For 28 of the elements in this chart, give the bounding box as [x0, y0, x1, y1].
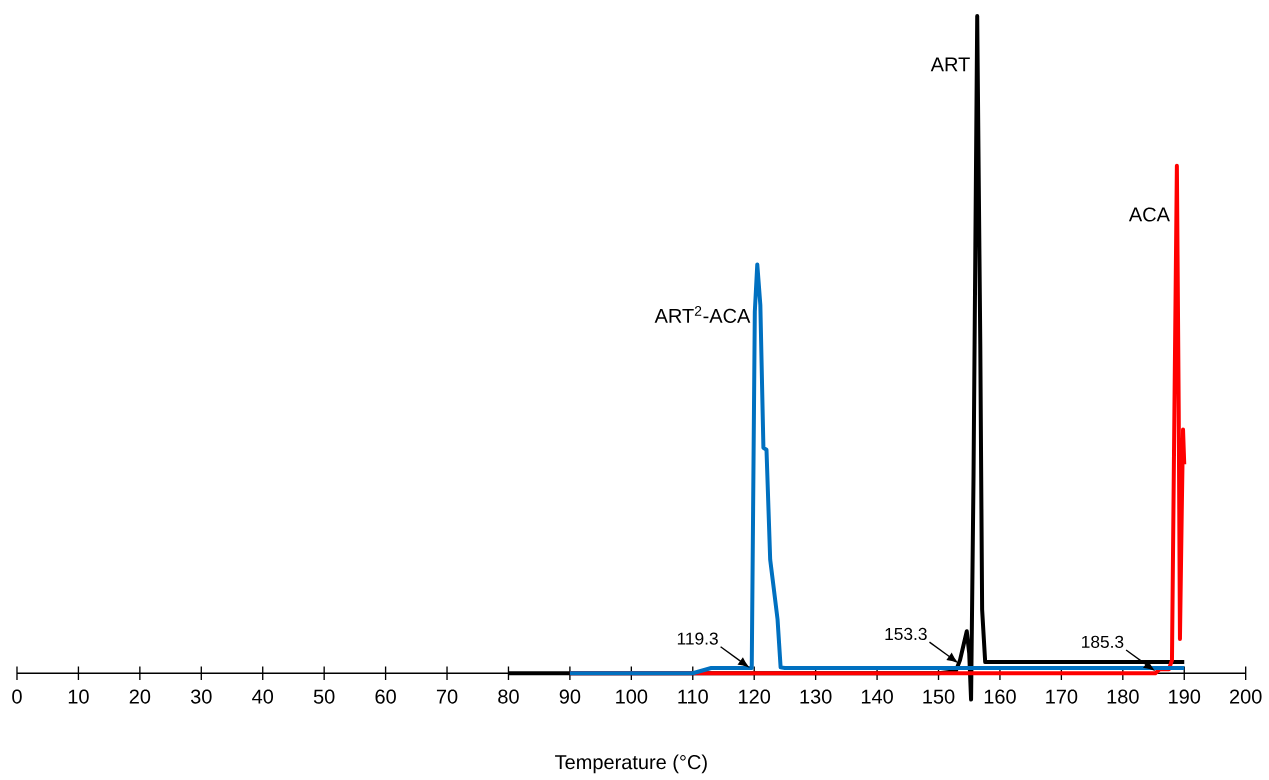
x-tick-label: 120 [739, 689, 771, 704]
x-tick-label: 80 [498, 689, 519, 704]
x-tick-label: 90 [559, 689, 581, 704]
x-tick-label: 50 [313, 689, 335, 704]
x-tick-label: 30 [190, 689, 212, 704]
x-tick-label: 40 [252, 689, 274, 704]
x-tick-label: 20 [129, 689, 151, 704]
annotation: 185.3 [1082, 635, 1124, 649]
series-label: ART$^{2}$-ACA [654, 306, 751, 323]
x-tick-label: 110 [678, 689, 708, 704]
x-tick-label: 140 [861, 689, 893, 704]
x-tick-label: 70 [436, 689, 458, 704]
series-label: ART [930, 57, 970, 72]
x-tick-label: 190 [1169, 689, 1201, 704]
series-label: ACA [1128, 207, 1170, 222]
x-tick-label: 180 [1107, 689, 1139, 704]
x-tick-label: 130 [800, 689, 832, 704]
x-tick-label: 150 [923, 689, 955, 704]
x-axis-title: Temperature (°C) [555, 754, 707, 774]
x-tick-label: 100 [616, 689, 648, 704]
x-tick-label: 0 [12, 689, 22, 704]
x-tick-label: 200 [1230, 689, 1262, 704]
x-tick-label: 170 [1046, 689, 1078, 704]
annotation: 153.3 [885, 627, 927, 641]
x-tick-label: 10 [68, 689, 89, 704]
x-tick-label: 160 [984, 689, 1016, 704]
x-tick-label: 60 [375, 689, 396, 704]
annotation: 119.3 [677, 632, 718, 645]
